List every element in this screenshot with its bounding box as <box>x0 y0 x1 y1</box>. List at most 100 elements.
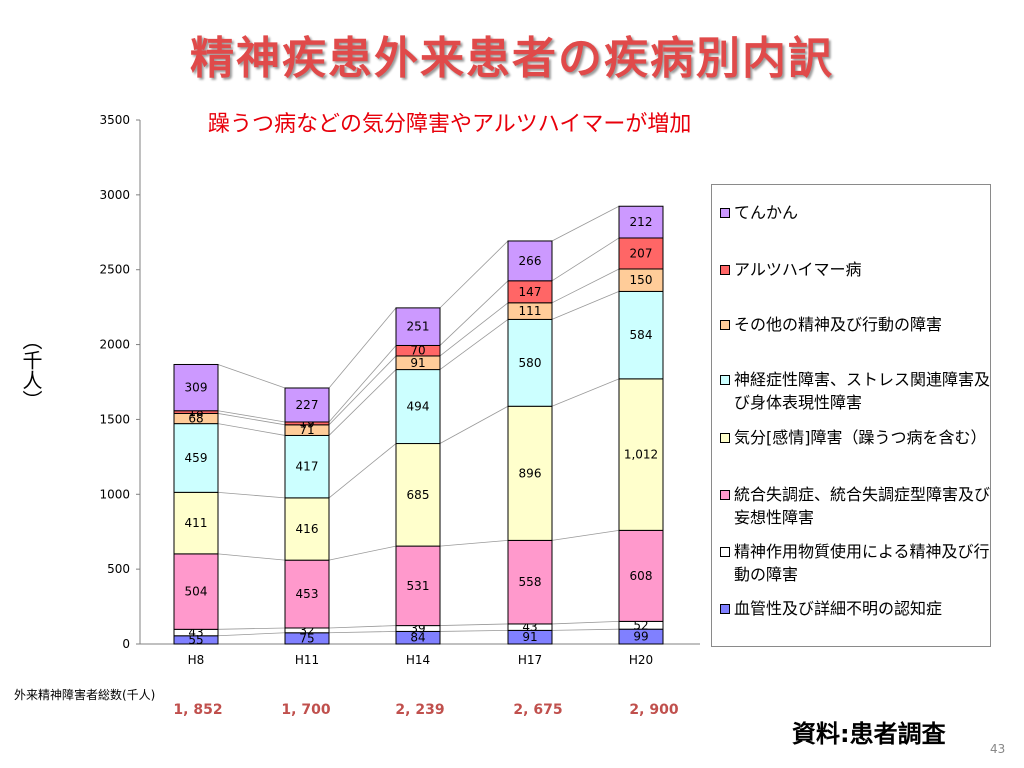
data-label: 75 <box>299 631 314 645</box>
y-tick-label: 2500 <box>99 263 130 277</box>
legend-swatch <box>720 320 730 330</box>
series-connector-line <box>551 291 620 320</box>
data-label: 1,012 <box>624 448 658 462</box>
y-tick-label: 3000 <box>99 188 130 202</box>
series-connector-line <box>217 553 286 561</box>
data-label: 71 <box>299 423 314 437</box>
series-connector-line <box>439 623 509 626</box>
bar-segment <box>618 290 664 380</box>
bar-segment <box>507 405 553 541</box>
bar-segment <box>284 559 330 629</box>
series-connector-line <box>439 539 509 547</box>
legend-swatch <box>720 265 730 275</box>
bar-segment <box>618 205 664 239</box>
series-connector-line <box>551 628 620 631</box>
totals-label: 外来精神障害者総数(千人) <box>14 688 156 702</box>
total-value-h20: 2, 900 <box>629 702 679 718</box>
data-label: 68 <box>188 412 203 426</box>
data-label: 584 <box>630 328 653 342</box>
bar-segment <box>173 491 219 555</box>
series-connector-line <box>328 443 397 499</box>
series-connector-line <box>328 545 397 561</box>
series-connector-line <box>217 627 286 630</box>
series-connector-line <box>217 364 286 389</box>
series-connector-line <box>217 410 286 423</box>
series-connector-line <box>551 268 620 304</box>
y-tick-label: 0 <box>122 637 130 651</box>
series-connector-line <box>328 355 397 426</box>
series-connector-line <box>439 629 509 632</box>
data-label: 417 <box>296 460 319 474</box>
bar-segment <box>395 545 441 627</box>
legend-label: その他の精神及び行動の障害 <box>734 315 943 334</box>
bar-segment <box>395 369 441 445</box>
bar-segment <box>618 237 664 270</box>
data-label: 504 <box>185 585 208 599</box>
data-label: 896 <box>519 466 542 480</box>
total-value-h14: 2, 239 <box>395 702 445 718</box>
bar-segment <box>618 378 664 531</box>
series-connector-line <box>439 302 509 357</box>
data-label: 531 <box>407 579 430 593</box>
legend-swatch <box>720 375 730 385</box>
data-label: 55 <box>188 633 203 647</box>
y-axis-label: （千人） <box>19 330 43 410</box>
bar-segment <box>395 307 441 346</box>
data-label: 251 <box>407 320 430 334</box>
x-tick-label: H14 <box>406 653 430 667</box>
bar-segment <box>284 387 330 423</box>
page-number: 43 <box>990 742 1006 756</box>
slide-title: 精神疾患外来患者の疾病別内訳 <box>190 33 834 84</box>
series-connector-line <box>217 413 286 426</box>
x-tick-label: H20 <box>629 653 653 667</box>
series-connector-line <box>551 529 620 541</box>
series-connector-line <box>551 620 620 625</box>
y-tick-label: 1500 <box>99 412 130 426</box>
series-connector-line <box>328 625 397 629</box>
series-connector-line <box>439 280 509 346</box>
series-connector-line <box>217 423 286 436</box>
y-tick-label: 500 <box>107 562 130 576</box>
series-connector-line <box>328 369 397 436</box>
series-connector-line <box>217 632 286 637</box>
series-connector-line <box>551 237 620 282</box>
legend-swatch <box>720 490 730 500</box>
data-label: 212 <box>630 215 653 229</box>
legend-label: 統合失調症、統合失調症型障害及び妄想性障害 <box>734 485 991 527</box>
chart-subtitle: 躁うつ病などの気分障害やアルツハイマーが増加 <box>208 112 692 137</box>
legend-label: てんかん <box>734 203 799 222</box>
series-connector-line <box>217 491 286 499</box>
legend-swatch <box>720 547 730 557</box>
total-value-h8: 1, 852 <box>173 702 223 718</box>
legend-swatch <box>720 433 730 443</box>
legend-label: アルツハイマー病 <box>734 260 862 279</box>
data-label: 416 <box>296 522 319 536</box>
total-value-h11: 1, 700 <box>281 702 331 718</box>
data-label: 266 <box>519 254 542 268</box>
data-label: 558 <box>519 575 542 589</box>
bar-segment <box>173 553 219 630</box>
bar-segment <box>173 363 219 412</box>
y-tick-label: 1000 <box>99 487 130 501</box>
data-label: 453 <box>296 587 319 601</box>
bar-segment <box>507 240 553 282</box>
data-label: 70 <box>410 344 425 358</box>
data-label: 411 <box>185 516 208 530</box>
bar-segment <box>507 539 553 625</box>
series-connector-line <box>551 205 620 242</box>
series-connector-line <box>439 240 509 309</box>
data-label: 150 <box>630 273 653 287</box>
data-label: 608 <box>630 569 653 583</box>
data-label: 207 <box>630 246 653 260</box>
series-connector-line <box>439 319 509 370</box>
series-connector-line <box>551 378 620 407</box>
data-label: 111 <box>519 304 542 318</box>
total-value-h17: 2, 675 <box>513 702 563 718</box>
legend-swatch <box>720 604 730 614</box>
x-tick-label: H11 <box>295 653 319 667</box>
data-label: 91 <box>522 630 537 644</box>
data-label: 685 <box>407 488 430 502</box>
legend-label: 血管性及び詳細不明の認知症 <box>734 599 943 618</box>
bar-segment <box>618 529 664 622</box>
